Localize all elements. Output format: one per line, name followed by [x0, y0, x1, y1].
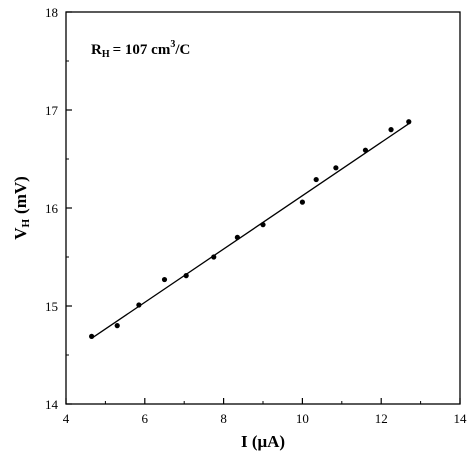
x-axis-title-unit: (μA)	[252, 432, 285, 451]
y-tick-label: 14	[45, 397, 59, 412]
annotation-suffix: /C	[174, 42, 190, 58]
x-tick-label: 4	[63, 411, 70, 426]
data-point	[136, 302, 142, 308]
x-tick-label: 14	[454, 411, 468, 426]
x-axis-title: I (μA)	[241, 432, 285, 451]
annotation-sub: H	[102, 49, 110, 60]
y-tick-label: 16	[45, 201, 59, 216]
y-tick-label: 15	[45, 299, 58, 314]
annotation-prefix: R	[91, 42, 102, 58]
data-point	[89, 333, 95, 339]
y-tick-label: 18	[45, 5, 58, 20]
x-tick-label: 8	[220, 411, 227, 426]
y-axis-title: VH (mV)	[11, 176, 32, 240]
data-point	[211, 254, 217, 260]
x-tick-label: 10	[296, 411, 309, 426]
y-tick-label: 17	[45, 103, 59, 118]
data-point	[362, 147, 369, 153]
data-point	[234, 234, 240, 240]
y-axis-title-unit: (mV)	[11, 176, 30, 214]
data-point	[114, 323, 120, 329]
y-axis-title-sub: H	[20, 219, 32, 228]
annotation-sup: 3	[170, 39, 175, 50]
data-point	[260, 222, 266, 228]
data-point	[183, 273, 189, 279]
data-point	[388, 127, 394, 133]
data-points	[89, 119, 412, 339]
x-axis-title-main: I	[241, 432, 248, 451]
data-point	[299, 199, 305, 205]
plot-frame	[65, 11, 461, 405]
x-tick-label: 12	[375, 411, 388, 426]
fit-line	[91, 123, 410, 339]
data-point	[313, 176, 319, 183]
data-point	[406, 119, 412, 125]
fit-line-group	[91, 123, 410, 339]
data-point	[333, 165, 339, 171]
data-point	[161, 276, 168, 283]
y-axis-title-main: V	[11, 227, 30, 240]
annotation-value: = 107 cm	[113, 42, 171, 58]
annotation-hall-coefficient: RH = 107 cm3/C	[91, 39, 190, 60]
axis-ticks: 4 6 8 10 12 14 14 15 16 17 18	[45, 5, 467, 426]
x-tick-label: 6	[142, 411, 149, 426]
